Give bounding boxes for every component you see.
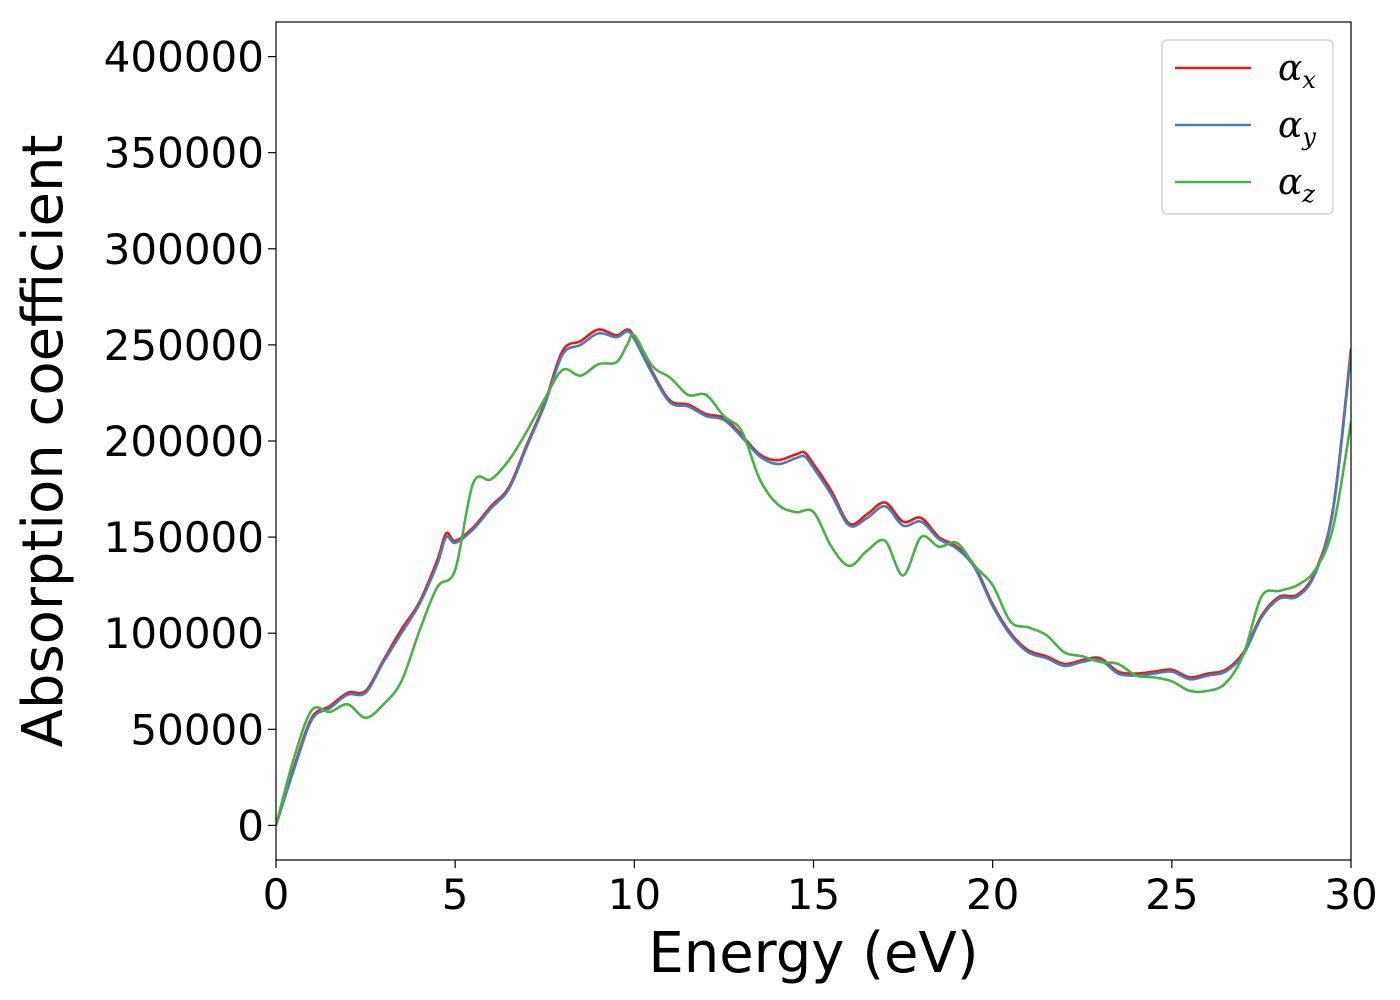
x-axis: 0 5 10 15 20 25 30 [263,860,1378,919]
x-axis-label: Energy (eV) [648,921,978,986]
x-tick-label: 20 [966,870,1019,919]
y-tick-label: 300000 [104,225,264,274]
y-axis-label: Absorption coefficient [11,135,76,748]
y-tick-label: 150000 [104,513,264,562]
legend-box [1161,39,1334,215]
series-layer [276,328,1351,826]
series-line-y [276,330,1351,826]
y-tick-label: 250000 [104,321,264,370]
x-tick-label: 15 [787,870,840,919]
legend-label-x: αx [1278,48,1316,94]
series-line-x [276,328,1351,826]
x-tick-label: 25 [1145,870,1198,919]
y-tick-label: 50000 [130,705,264,754]
legend-label-z: αz [1278,162,1315,208]
series-line-z [276,333,1351,826]
x-tick-label: 30 [1324,870,1377,919]
x-tick-label: 0 [263,870,290,919]
legend-label-y: αy [1278,105,1316,151]
y-axis: 0 50000 100000 150000 200000 250000 300000 3500… [104,33,276,850]
x-tick-label: 10 [608,870,661,919]
legend: αx αy αz [1161,39,1334,215]
x-tick-label: 5 [442,870,469,919]
y-tick-label: 0 [237,801,264,850]
y-tick-label: 400000 [104,33,264,82]
y-tick-label: 350000 [104,129,264,178]
y-tick-label: 200000 [104,417,264,466]
y-tick-label: 100000 [104,609,264,658]
